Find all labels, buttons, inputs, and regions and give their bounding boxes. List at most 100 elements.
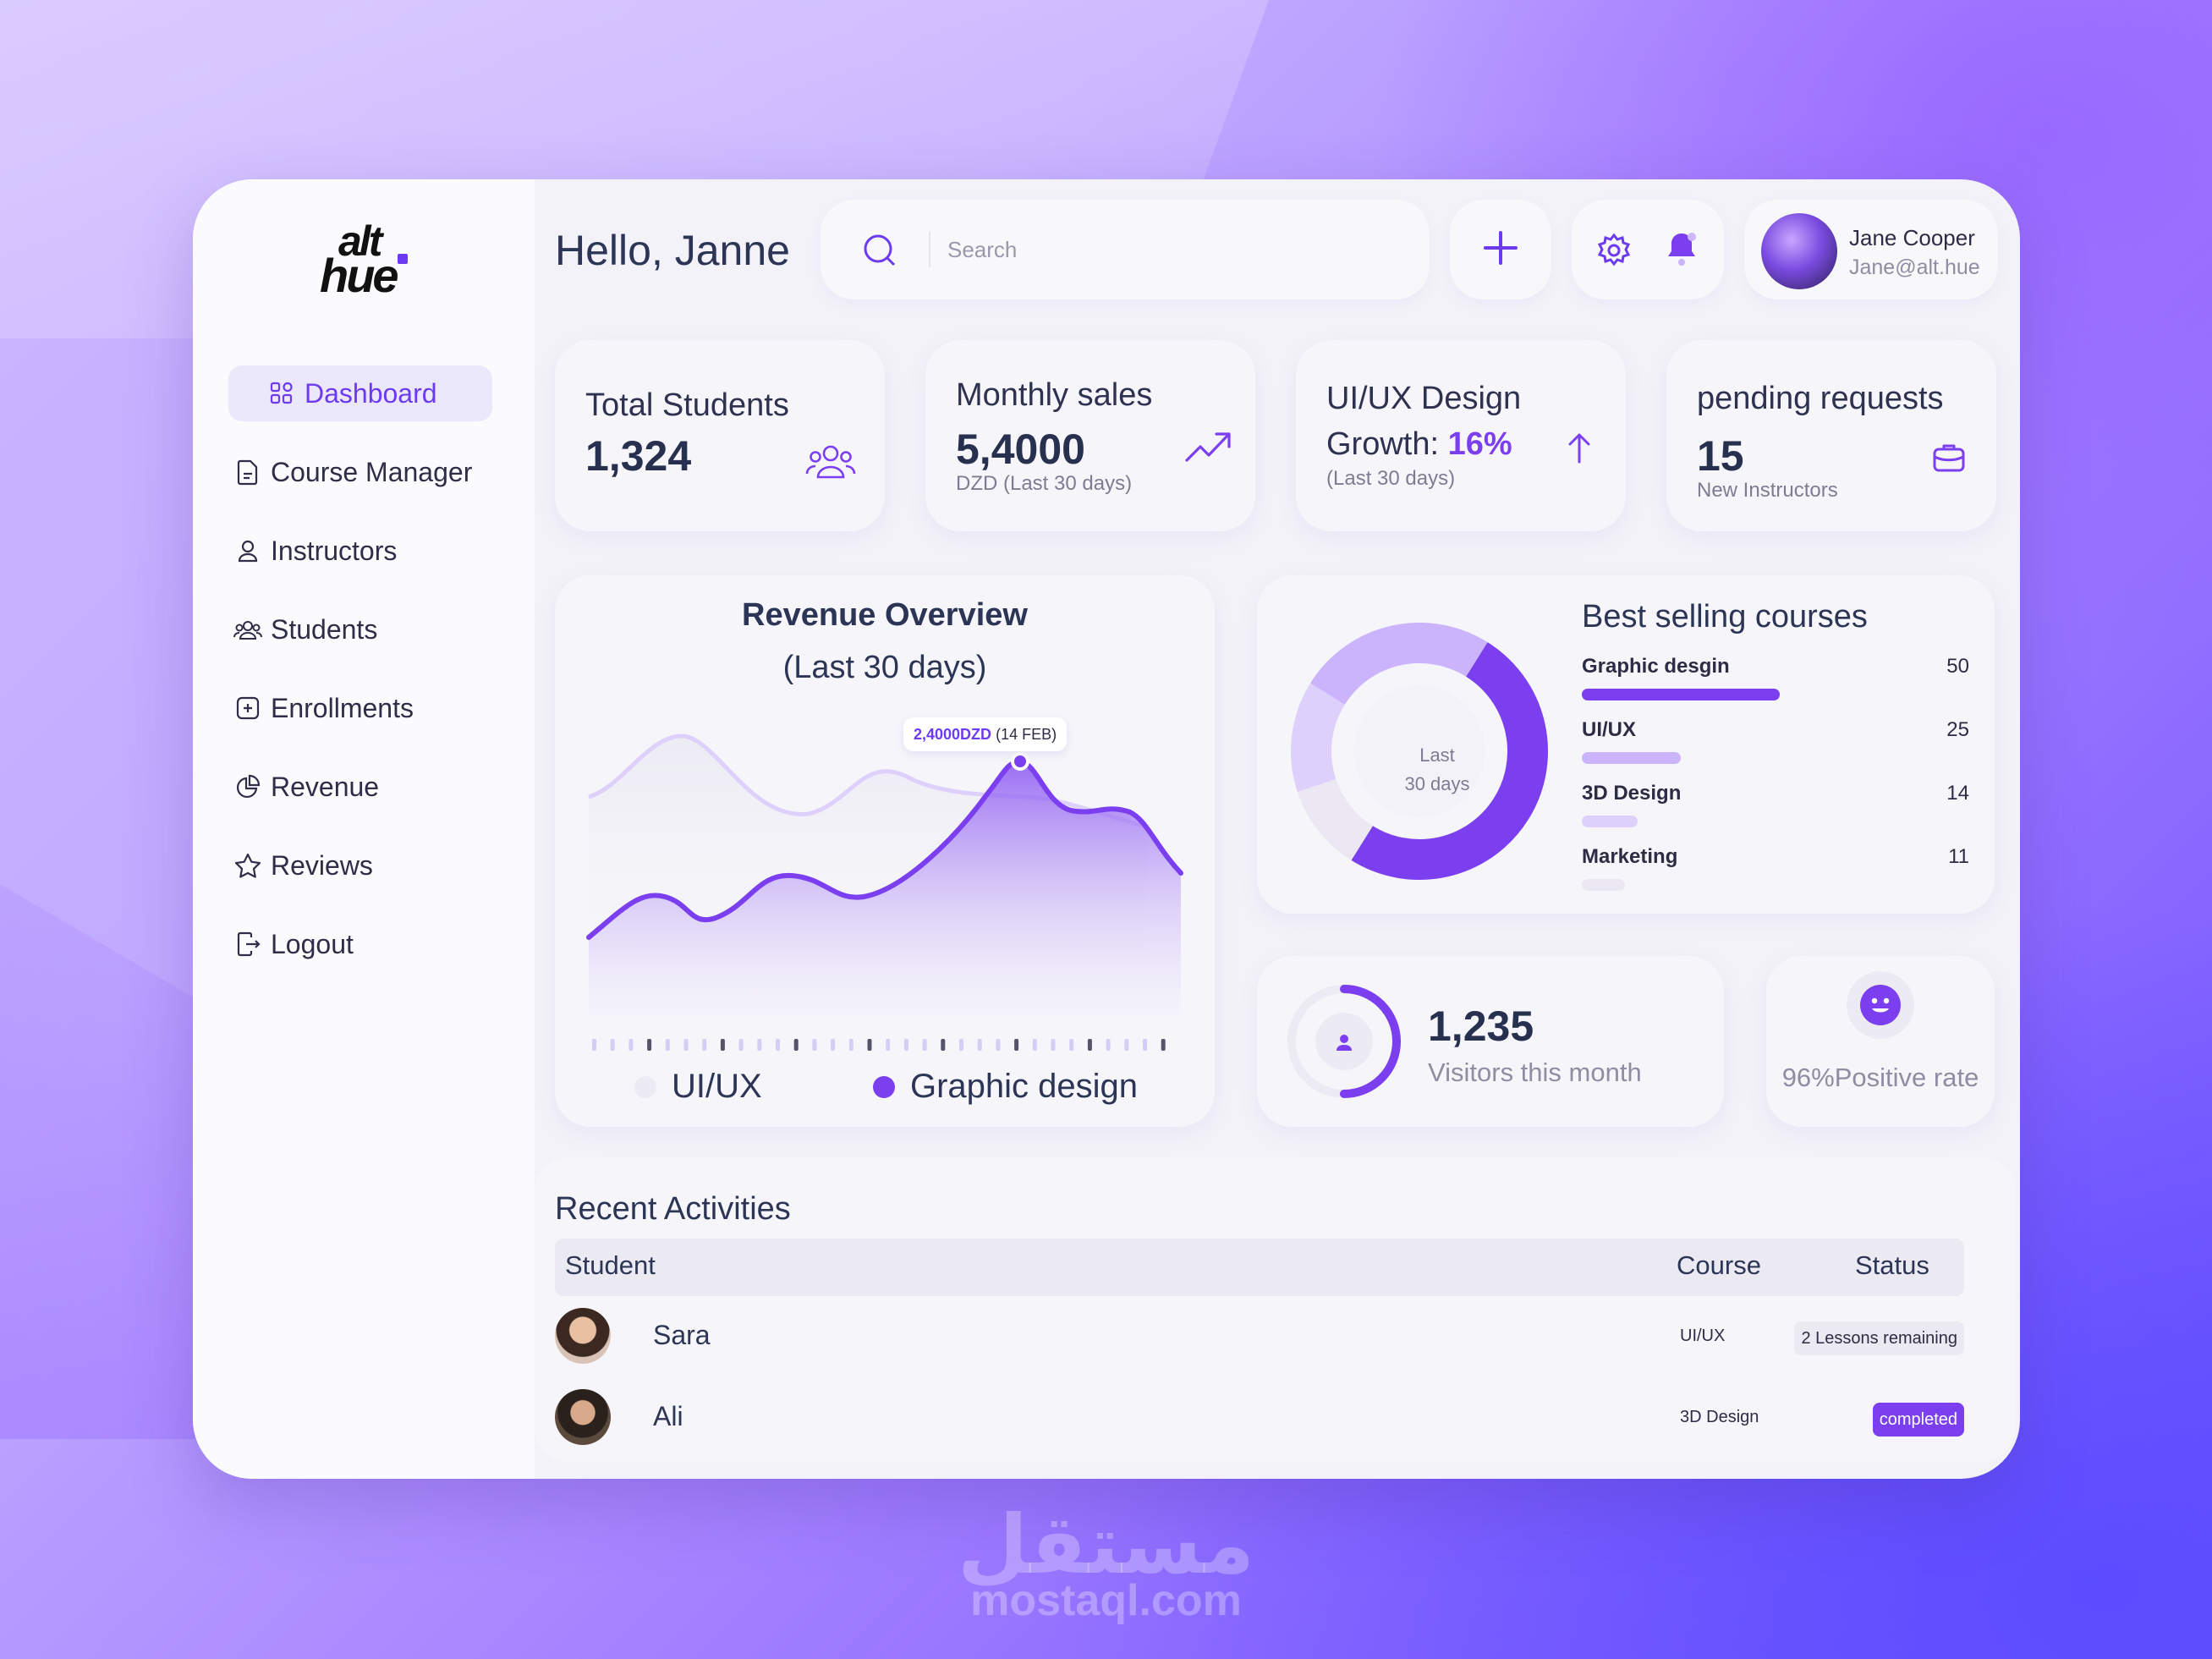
x-tick xyxy=(922,1039,927,1051)
best-selling-card: Last 30 days Best selling courses Graphi… xyxy=(1257,575,1995,914)
x-tick xyxy=(1014,1039,1019,1051)
sidebar-item-reviews[interactable]: Reviews xyxy=(232,838,496,893)
revenue-overview-card: Revenue Overview (Last 30 days) xyxy=(555,575,1215,1127)
sidebar-item-course-manager[interactable]: Course Manager xyxy=(232,444,496,500)
sidebar-nav: Dashboard Course Manager Instructors Stu… xyxy=(228,365,496,995)
users-icon xyxy=(232,613,264,645)
x-axis-ticks xyxy=(592,1039,1166,1051)
search-icon[interactable] xyxy=(861,232,898,273)
search-bar[interactable] xyxy=(821,200,1430,299)
star-icon xyxy=(232,849,264,882)
plus-square-icon xyxy=(232,692,264,724)
brand-logo[interactable]: alt hue xyxy=(320,220,421,299)
sidebar-item-logout[interactable]: Logout xyxy=(232,916,496,972)
logout-icon xyxy=(232,928,264,960)
x-tick xyxy=(1106,1039,1111,1051)
graphic-design-area xyxy=(589,761,1181,1015)
quick-actions xyxy=(1572,200,1724,299)
sidebar-item-instructors[interactable]: Instructors xyxy=(232,523,496,579)
grid-icon xyxy=(266,377,298,409)
x-tick xyxy=(720,1039,725,1051)
sidebar-item-enrollments[interactable]: Enrollments xyxy=(232,680,496,736)
status-badge: completed xyxy=(1872,1403,1964,1437)
user-profile[interactable]: Jane Cooper Jane@alt.hue xyxy=(1744,200,1998,299)
donut-segment xyxy=(1297,778,1374,860)
x-tick xyxy=(1032,1039,1037,1051)
main-content: Hello, Janne Jane Cooper Jane@alt.hu xyxy=(535,179,2020,1479)
avatar xyxy=(1761,213,1837,289)
legend-uiux[interactable]: UI/UX xyxy=(634,1068,762,1106)
course-bar xyxy=(1582,816,1638,827)
bell-icon[interactable] xyxy=(1665,230,1699,273)
positive-rate-card: 96%Positive rate xyxy=(1766,956,1995,1127)
course-name: Marketing xyxy=(1582,845,1678,868)
x-tick xyxy=(628,1039,634,1051)
donut-segment xyxy=(1351,642,1548,880)
course-count: 11 xyxy=(1948,845,1969,868)
x-tick xyxy=(683,1039,689,1051)
x-tick xyxy=(959,1039,963,1051)
user-icon xyxy=(232,535,264,567)
x-tick xyxy=(1087,1039,1092,1051)
x-tick xyxy=(812,1039,817,1051)
smiley-icon xyxy=(1847,971,1914,1039)
x-tick xyxy=(776,1039,780,1051)
course-name: Graphic desgin xyxy=(1582,655,1730,678)
recent-activities: Recent Activities Student Course Status … xyxy=(535,1157,2015,1462)
gear-icon[interactable] xyxy=(1595,232,1633,273)
sidebar-item-students[interactable]: Students xyxy=(232,602,496,657)
x-tick xyxy=(610,1039,615,1051)
course-count: 50 xyxy=(1946,655,1969,678)
stat-total-students: Total Students 1,324 xyxy=(555,340,885,531)
x-tick xyxy=(941,1039,946,1051)
dashboard-window: alt hue Dashboard Course Manager xyxy=(193,179,2020,1479)
users-icon xyxy=(805,442,856,486)
add-button[interactable] xyxy=(1450,200,1551,299)
course-name: 3D Design xyxy=(1582,782,1682,805)
sidebar-item-revenue[interactable]: Revenue xyxy=(232,759,496,815)
x-tick xyxy=(1143,1039,1147,1051)
course-count: 14 xyxy=(1946,782,1969,805)
tooltip-point xyxy=(1011,752,1029,771)
donut-segment xyxy=(1310,623,1488,706)
search-input[interactable] xyxy=(947,230,1387,269)
table-header: Student Course Status xyxy=(555,1239,1964,1296)
stat-pending-requests: pending requests 15 New Instructors xyxy=(1666,340,1996,531)
watermark-latin: mostaql.com xyxy=(970,1576,1242,1625)
status-badge: 2 Lessons remaining xyxy=(1794,1321,1964,1355)
x-tick xyxy=(793,1039,799,1051)
x-tick xyxy=(1051,1039,1056,1051)
course-count: 25 xyxy=(1946,718,1969,741)
x-tick xyxy=(1161,1039,1166,1051)
watermark-arabic: مستقل xyxy=(957,1497,1255,1592)
x-tick xyxy=(738,1039,744,1051)
table-row[interactable]: Sara UI/UX 2 Lessons remaining xyxy=(555,1301,1964,1371)
briefcase-icon xyxy=(1932,442,1966,478)
x-tick xyxy=(977,1039,982,1051)
table-row[interactable]: Ali 3D Design completed xyxy=(555,1382,1964,1452)
x-tick xyxy=(903,1039,908,1051)
document-icon xyxy=(232,456,264,488)
x-tick xyxy=(886,1039,891,1051)
graphic-design-line xyxy=(586,758,1183,940)
x-tick xyxy=(996,1039,1001,1051)
stat-monthly-sales: Monthly sales 5,4000 DZD (Last 30 days) xyxy=(925,340,1255,531)
course-bar xyxy=(1582,689,1780,700)
legend-dot xyxy=(634,1075,656,1098)
x-tick xyxy=(831,1039,836,1051)
x-tick xyxy=(848,1039,854,1051)
course-bar xyxy=(1582,752,1681,764)
sidebar: alt hue Dashboard Course Manager xyxy=(193,179,535,1479)
legend-graphic-design[interactable]: Graphic design xyxy=(873,1068,1138,1106)
pie-icon xyxy=(232,771,264,803)
arrow-up-icon xyxy=(1567,431,1592,470)
plus-icon xyxy=(1481,228,1520,272)
x-tick xyxy=(1069,1039,1074,1051)
stat-uiux-growth: UI/UX Design Growth: 16% (Last 30 days) xyxy=(1296,340,1626,531)
x-tick xyxy=(867,1039,872,1051)
trend-up-icon xyxy=(1184,428,1232,470)
greeting: Hello, Janne xyxy=(555,227,790,274)
sidebar-item-dashboard[interactable]: Dashboard xyxy=(228,365,492,421)
course-bar xyxy=(1582,879,1626,891)
revenue-chart xyxy=(586,733,1183,1051)
